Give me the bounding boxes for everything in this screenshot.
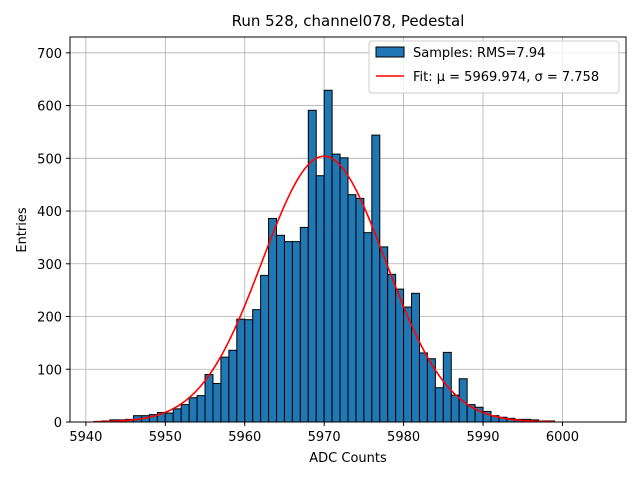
fit-curve-group	[93, 155, 555, 423]
histogram-bar	[395, 288, 405, 423]
histogram-bar	[188, 397, 198, 423]
x-axis-ticks: 5940 5950 5960 5970 5980 5990 6000	[69, 422, 579, 445]
x-tick-label: 5980	[387, 430, 420, 445]
histogram-bar	[371, 134, 381, 423]
histogram-bar	[244, 319, 254, 423]
histogram-bar	[276, 234, 285, 423]
histogram-bar	[339, 157, 349, 423]
histogram-bar	[450, 394, 460, 423]
y-tick-label: 200	[37, 311, 62, 326]
legend-box	[368, 40, 620, 94]
legend-histogram-swatch	[375, 46, 405, 58]
histogram-bar	[331, 153, 341, 423]
histogram-bar	[196, 395, 206, 423]
y-tick-label: 600	[37, 100, 62, 115]
y-axis-label: Entries	[15, 207, 30, 253]
histogram-bar	[283, 241, 293, 423]
x-tick-label: 5960	[228, 430, 261, 445]
x-axis-label: ADC Counts	[309, 451, 387, 466]
histogram-bar	[411, 292, 420, 423]
x-tick-label: 5990	[466, 430, 499, 445]
histogram-bar	[363, 232, 373, 423]
histogram-bar	[164, 412, 174, 423]
fit-curve	[93, 155, 555, 423]
histogram-bar	[347, 194, 357, 423]
histogram-bar	[212, 383, 222, 423]
histogram-bar	[315, 175, 325, 423]
histogram-bar	[291, 241, 301, 423]
histogram-bar	[355, 197, 365, 423]
histogram-bar	[418, 352, 428, 423]
histogram-bar	[268, 217, 278, 423]
x-tick-label: 6000	[546, 430, 579, 445]
histogram-bar	[434, 387, 444, 423]
x-tick-label: 5940	[69, 430, 102, 445]
y-tick-label: 400	[37, 205, 62, 220]
legend-fit-label: Fit: μ = 5969.974, σ = 7.758	[413, 70, 599, 85]
y-axis-ticks: 0 100 200 300 400 500 600 700	[37, 47, 70, 431]
histogram-bar	[252, 309, 262, 423]
y-tick-label: 500	[37, 152, 62, 167]
histogram-bar	[323, 89, 333, 423]
histogram-bar	[236, 318, 246, 423]
chart-title: Run 528, channel078, Pedestal	[232, 12, 465, 30]
y-tick-label: 300	[37, 258, 62, 273]
y-tick-label: 100	[37, 363, 62, 378]
histogram-bar	[299, 226, 309, 423]
legend-histogram-label: Samples: RMS=7.94	[413, 46, 545, 61]
histogram-bar	[387, 273, 397, 423]
histogram-bar	[180, 404, 190, 423]
histogram-bar	[204, 374, 214, 423]
histogram-bar	[172, 408, 182, 423]
histogram-bar	[228, 349, 238, 423]
histogram-bar	[220, 356, 230, 423]
histogram-bar	[379, 246, 389, 423]
legend: Samples: RMS=7.94 Fit: μ = 5969.974, σ =…	[368, 40, 620, 94]
x-tick-label: 5970	[308, 430, 341, 445]
histogram-bar	[307, 109, 317, 423]
y-tick-label: 700	[37, 47, 62, 62]
plot-area-frame	[69, 36, 627, 423]
x-tick-label: 5950	[149, 430, 182, 445]
histogram-bar	[260, 274, 270, 423]
y-tick-label: 0	[54, 416, 62, 431]
